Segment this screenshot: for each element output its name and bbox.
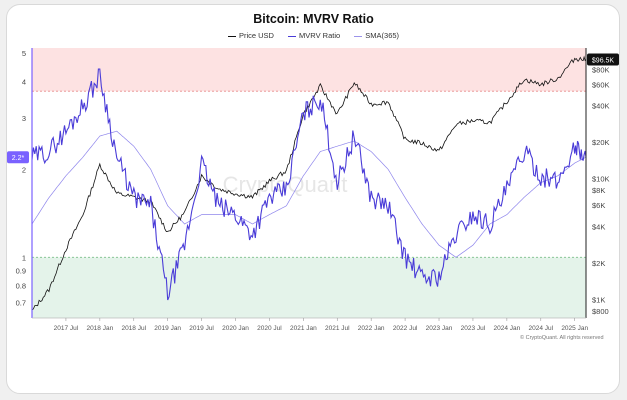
x-tick-label: 2017 Jul xyxy=(54,325,79,332)
credit-label: CryptoQuant. All rights reserved xyxy=(525,335,604,341)
undervalued-zone xyxy=(32,257,586,318)
x-tick-label: 2024 Jan xyxy=(493,325,520,332)
legend-sma-swatch xyxy=(354,35,363,37)
overvalued-zone xyxy=(32,48,586,92)
left-tick-label: 5 xyxy=(22,49,26,58)
legend-price[interactable]: Price USD xyxy=(227,31,274,40)
left-tick-label: 0.7 xyxy=(16,299,26,308)
x-tick-label: 2020 Jul xyxy=(257,325,282,332)
right-tick-label: $1K xyxy=(592,295,605,304)
x-tick-label: 2021 Jan xyxy=(290,325,317,332)
x-tick-label: 2021 Jul xyxy=(325,325,350,332)
x-tick-label: 2024 Jul xyxy=(528,325,553,332)
x-tick-label: 2018 Jan xyxy=(86,325,113,332)
price-line xyxy=(31,55,587,311)
sma-line xyxy=(31,130,587,258)
mvrv-line xyxy=(31,68,587,301)
right-tick-label: $60K xyxy=(592,80,610,89)
mvrv-badge-label: 2.2* xyxy=(12,155,25,162)
credit-text: © CryptoQuant. All rights reserved xyxy=(520,335,604,341)
x-tick-label: 2025 Jan xyxy=(561,325,588,332)
right-tick-label: $6K xyxy=(592,201,605,210)
x-tick-label: 2022 Jul xyxy=(393,325,418,332)
chart-title: Bitcoin: MVRV Ratio xyxy=(253,12,374,26)
mvrv-badge xyxy=(7,151,29,164)
legend-price-label: Price USD xyxy=(238,31,274,40)
x-tick-label: 2019 Jan xyxy=(154,325,181,332)
price-badge-label: $96.5K xyxy=(592,57,615,64)
legend-mvrv-swatch xyxy=(288,35,297,37)
right-tick-label: $80K xyxy=(592,65,610,74)
left-tick-label: 3 xyxy=(22,114,26,123)
legend-mvrv-label: MVRV Ratio xyxy=(299,31,341,40)
left-tick-label: 2 xyxy=(22,165,26,174)
left-tick-label: 0.9 xyxy=(16,267,26,276)
right-tick-label: $10K xyxy=(592,174,610,183)
x-tick-label: 2019 Jul xyxy=(189,325,214,332)
x-tick-label: 2023 Jul xyxy=(461,325,486,332)
legend-mvrv[interactable]: MVRV Ratio xyxy=(288,31,340,40)
right-tick-label: $40K xyxy=(592,102,610,111)
x-tick-label: 2023 Jan xyxy=(426,325,453,332)
right-tick-label: $2K xyxy=(592,259,605,268)
legend-sma-label: SMA(365) xyxy=(365,31,400,40)
right-tick-label: $20K xyxy=(592,138,610,147)
legend-sma[interactable]: SMA(365) xyxy=(354,31,399,40)
x-tick-label: 2022 Jan xyxy=(358,325,385,332)
legend-price-swatch xyxy=(227,35,236,37)
left-tick-label: 0.8 xyxy=(16,282,26,291)
left-tick-label: 4 xyxy=(22,77,26,86)
x-tick-label: 2020 Jan xyxy=(222,325,249,332)
left-tick-label: 1 xyxy=(22,253,26,262)
right-tick-label: $4K xyxy=(592,223,605,232)
right-tick-label: $8K xyxy=(592,186,605,195)
chart-legend: Price USD MVRV Ratio SMA(365) xyxy=(0,31,627,40)
price-badge xyxy=(587,53,619,66)
x-tick-label: 2018 Jul xyxy=(121,325,146,332)
right-tick-label: $800 xyxy=(592,307,609,316)
